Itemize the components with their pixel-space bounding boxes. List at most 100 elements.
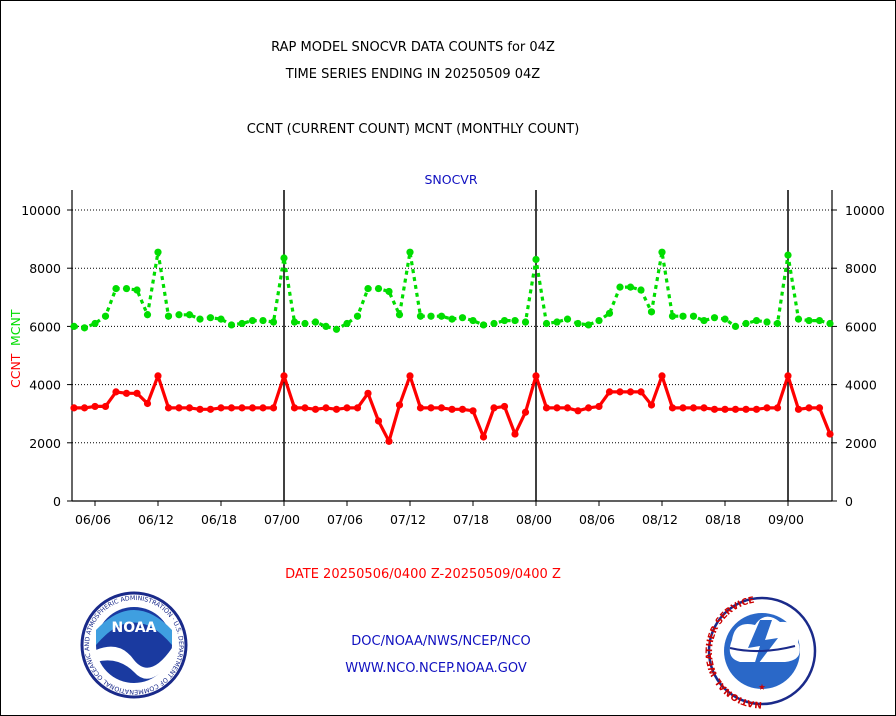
data-point-mcnt: [500, 316, 509, 325]
data-point-mcnt: [742, 319, 750, 328]
data-point-mcnt: [710, 314, 719, 322]
data-point-mcnt: [133, 286, 141, 294]
header-title-line1: RAP MODEL SNOCVR DATA COUNTS for 04Z: [271, 40, 555, 55]
data-point-mcnt: [595, 316, 603, 325]
data-point-mcnt: [637, 286, 645, 294]
data-point-mcnt: [437, 312, 446, 320]
data-point-ccnt: [458, 405, 467, 413]
x-tick-label: 09/00: [768, 512, 804, 527]
data-point-ccnt: [658, 372, 666, 380]
data-point-ccnt: [427, 404, 435, 412]
y-tick-label-left: 2000: [29, 436, 61, 451]
data-point-mcnt: [311, 318, 320, 326]
data-point-ccnt: [311, 405, 320, 413]
data-point-ccnt: [164, 404, 173, 412]
data-point-mcnt: [143, 311, 152, 319]
data-point-mcnt: [238, 319, 246, 328]
noaa-logo: NOAA NATIONAL OCEANIC AND ATMOSPHERIC AD…: [0, 0, 188, 699]
x-tick-label: 08/12: [642, 512, 678, 527]
header-title-line3: CCNT (CURRENT COUNT) MCNT (MONTHLY COUNT…: [247, 122, 580, 137]
x-tick-label: 06/12: [138, 512, 174, 527]
data-point-ccnt: [794, 405, 803, 413]
data-point-ccnt: [689, 404, 698, 412]
data-point-mcnt: [689, 312, 698, 320]
grid-lines: [72, 190, 832, 501]
data-point-mcnt: [826, 319, 834, 328]
data-point-ccnt: [133, 389, 141, 397]
date-range: DATE 20250506/0400 Z-20250509/0400 Z: [285, 567, 561, 582]
data-point-ccnt: [374, 417, 383, 425]
data-point-mcnt: [647, 308, 656, 316]
data-point-mcnt: [521, 318, 530, 326]
data-point-mcnt: [227, 321, 236, 329]
data-point-ccnt: [805, 404, 813, 412]
data-point-ccnt: [143, 399, 152, 408]
data-point-ccnt: [563, 404, 572, 412]
data-point-ccnt: [521, 408, 530, 416]
x-tick-label: 07/12: [390, 512, 426, 527]
data-point-ccnt: [217, 404, 225, 412]
data-point-ccnt: [343, 404, 351, 412]
data-point-ccnt: [196, 405, 204, 413]
data-point-mcnt: [353, 312, 362, 320]
data-point-mcnt: [112, 284, 120, 293]
header-title-line2: TIME SERIES ENDING IN 20250509 04Z: [285, 67, 541, 82]
x-tick-labels: 06/06 06/12 06/18 07/00 07/06 07/12 07/18 08/00…: [75, 512, 804, 527]
noaa-logo-text: NOAA: [112, 620, 157, 636]
x-tick-label: 06/18: [201, 512, 237, 527]
data-point-mcnt: [700, 316, 708, 325]
y-tick-labels: 0 0 2000 2000 4000 4000 6000 6000 8000 8000 10000 1…: [21, 203, 885, 509]
nws-logo: NATIONAL WEATHER SERVICE ★: [705, 596, 817, 709]
data-point-mcnt: [427, 312, 435, 320]
data-point-mcnt: [479, 321, 488, 329]
data-point-mcnt: [343, 319, 351, 328]
data-point-ccnt: [91, 402, 99, 411]
data-point-mcnt: [542, 319, 551, 328]
y-tick-label-right: 0: [845, 494, 853, 509]
data-point-mcnt: [217, 315, 225, 323]
data-point-mcnt: [395, 311, 404, 319]
data-point-mcnt: [374, 284, 383, 293]
data-point-ccnt: [469, 407, 477, 415]
data-point-mcnt: [584, 321, 593, 329]
data-point-mcnt: [70, 322, 78, 330]
data-point-mcnt: [658, 248, 666, 256]
data-point-mcnt: [668, 312, 677, 320]
nws-star-icon: ★: [758, 679, 765, 693]
data-point-ccnt: [605, 388, 614, 396]
data-point-mcnt: [280, 254, 288, 262]
data-point-mcnt: [805, 316, 813, 325]
data-point-ccnt: [700, 404, 708, 412]
data-point-ccnt: [647, 401, 656, 409]
data-point-ccnt: [479, 433, 488, 441]
data-point-ccnt: [500, 402, 509, 411]
data-point-ccnt: [679, 404, 687, 412]
data-point-ccnt: [574, 407, 582, 415]
y-tick-label-left: 0: [53, 494, 61, 509]
y-tick-label-left: 8000: [29, 261, 61, 276]
website: WWW.NCO.NCEP.NOAA.GOV: [345, 661, 527, 676]
data-point-ccnt: [532, 372, 540, 380]
y-tick-label-left: 4000: [29, 378, 61, 393]
data-point-mcnt: [469, 316, 477, 325]
data-point-ccnt: [332, 405, 341, 413]
data-point-mcnt: [122, 284, 131, 293]
x-tick-label: 08/18: [705, 512, 741, 527]
data-point-ccnt: [80, 404, 89, 412]
data-point-ccnt: [626, 388, 635, 396]
data-point-mcnt: [784, 251, 792, 259]
data-point-mcnt: [416, 312, 425, 320]
data-point-ccnt: [269, 404, 278, 412]
data-point-mcnt: [490, 319, 498, 328]
data-point-ccnt: [511, 430, 519, 438]
data-point-ccnt: [353, 404, 362, 412]
data-point-ccnt: [322, 404, 330, 412]
data-point-mcnt: [290, 318, 299, 326]
x-tick-label: 07/00: [264, 512, 300, 527]
x-tick-label: 07/18: [453, 512, 489, 527]
data-point-mcnt: [574, 319, 582, 328]
data-point-ccnt: [101, 402, 110, 411]
data-point-mcnt: [679, 312, 687, 320]
data-point-mcnt: [322, 322, 330, 330]
data-point-mcnt: [458, 314, 467, 322]
